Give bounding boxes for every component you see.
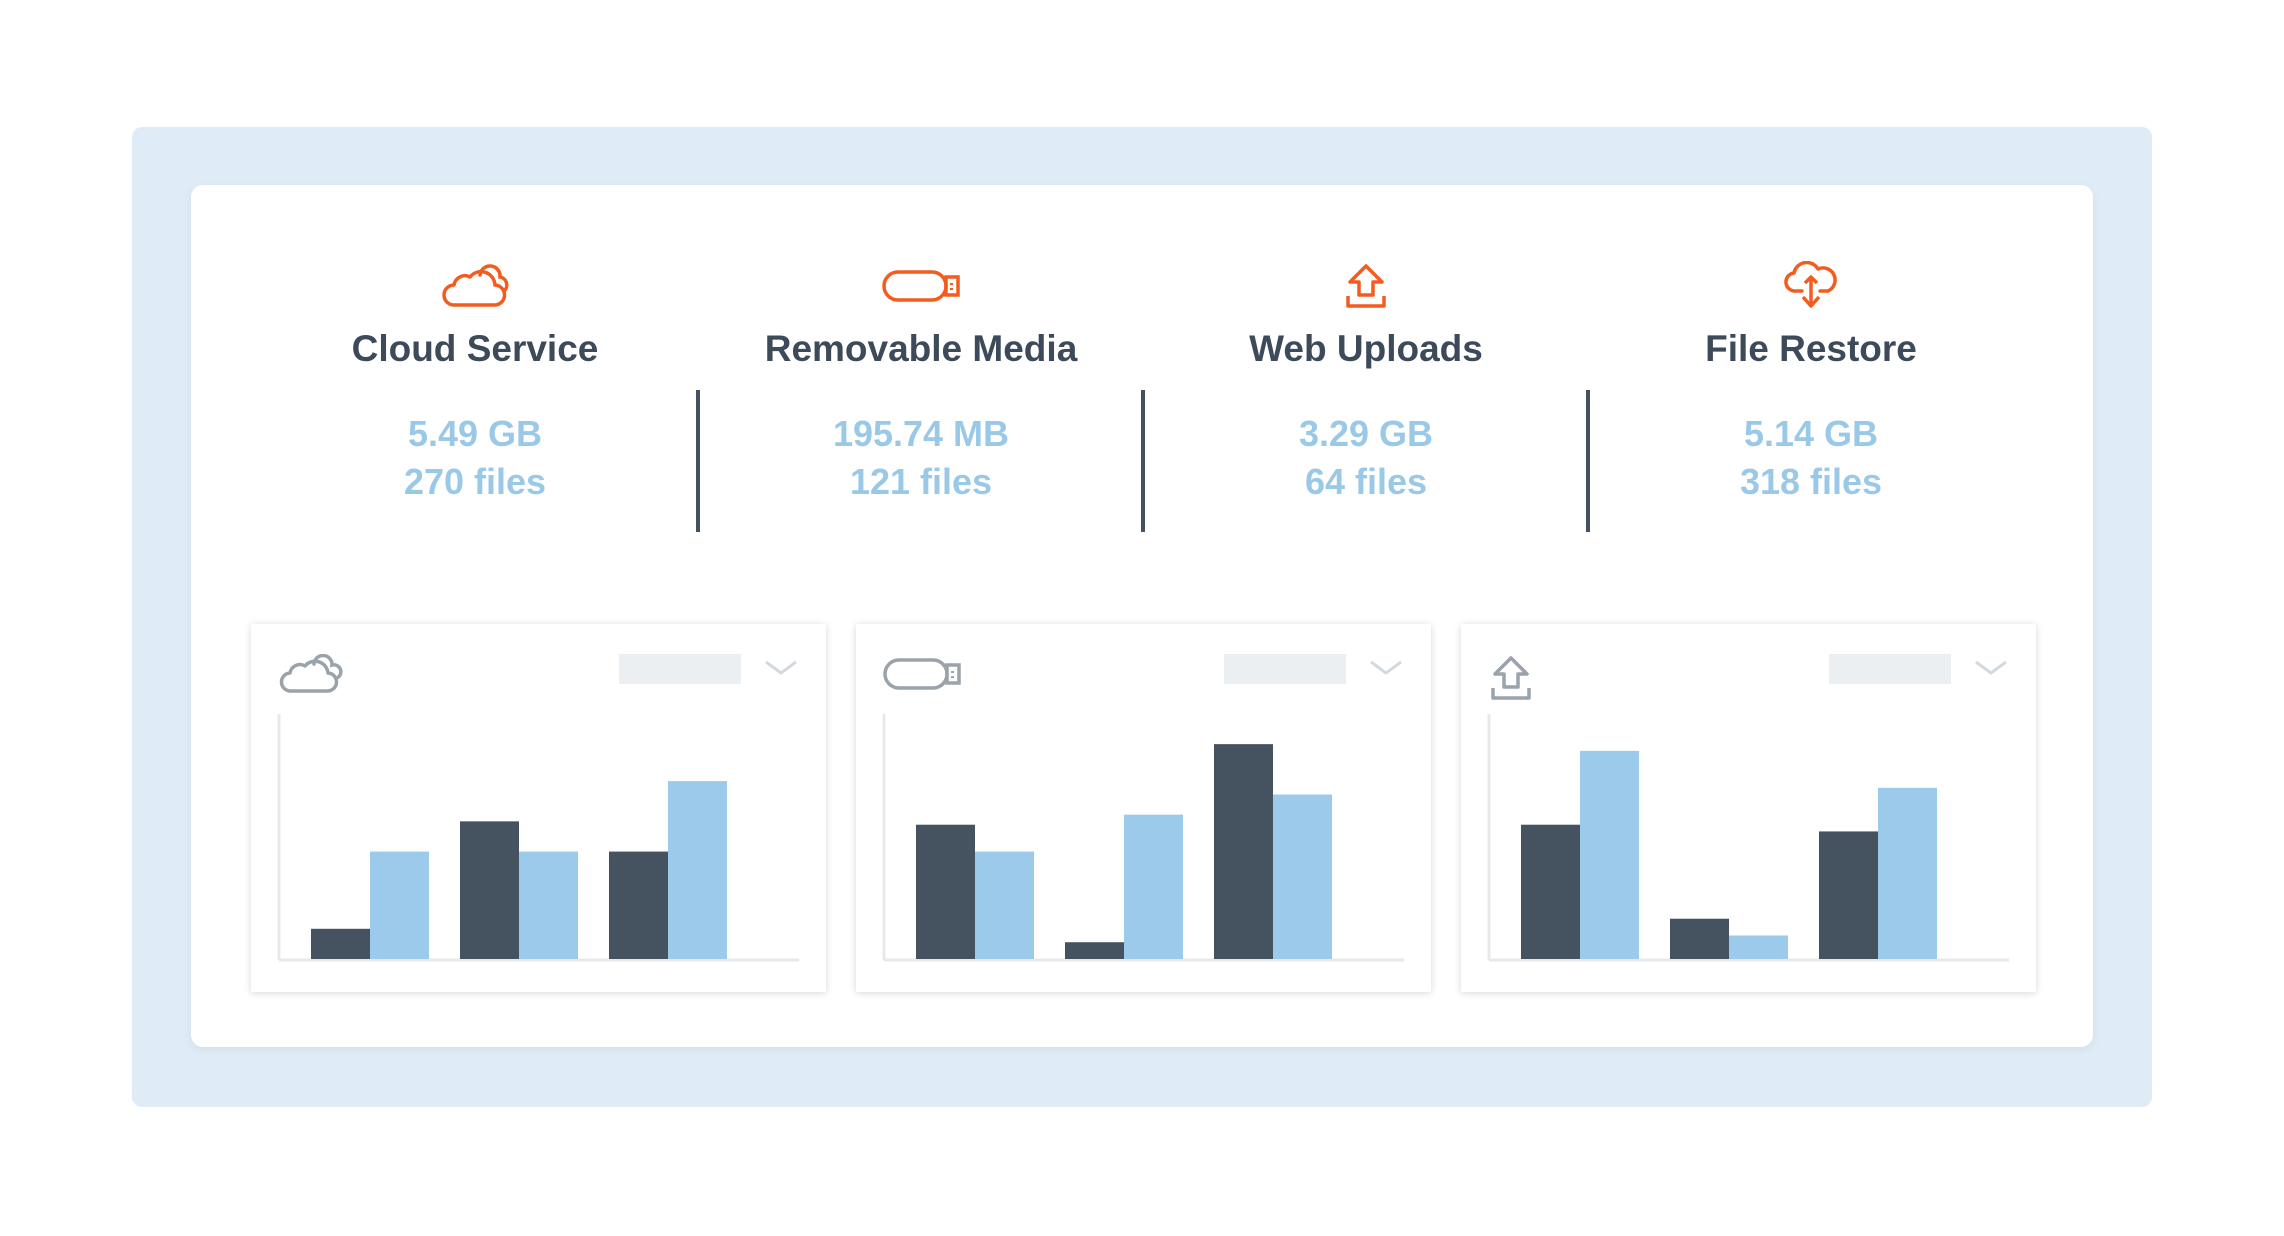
bar-light-2 (668, 781, 727, 959)
bar-light-1 (1124, 814, 1183, 959)
bar-light-0 (975, 851, 1034, 959)
cloud-icon (277, 653, 347, 699)
stat-divider (1141, 390, 1145, 532)
stat-removable-media: Removable Media 195.74 MB 121 files (701, 262, 1141, 506)
bar-light-1 (519, 851, 578, 959)
stat-cloud-service: Cloud Service 5.49 GB 270 files (255, 262, 695, 506)
bar-light-2 (1273, 794, 1332, 959)
stat-title: Web Uploads (1249, 328, 1483, 369)
stat-file-restore: File Restore 5.14 GB 318 files (1591, 261, 2031, 506)
bar-dark-0 (916, 824, 975, 959)
stat-files: 121 files (849, 461, 993, 502)
bar-chart (1487, 714, 2009, 962)
stat-divider (696, 390, 700, 532)
bar-dark-0 (311, 928, 370, 959)
bar-dark-1 (1670, 918, 1729, 959)
chart-panel-removable (856, 624, 1431, 992)
stat-title: File Restore (1705, 328, 1917, 369)
chart-panel-uploads (1461, 624, 2036, 992)
upload-icon (1146, 262, 1586, 310)
cloud-icon (255, 262, 695, 310)
usb-drive-icon (882, 654, 962, 699)
stat-size: 3.29 GB (1298, 413, 1434, 454)
period-select[interactable] (619, 654, 741, 684)
bar-dark-2 (609, 851, 668, 959)
bar-dark-1 (460, 821, 519, 959)
bar-light-2 (1878, 787, 1937, 959)
stat-files: 64 files (1304, 461, 1428, 502)
bar-dark-1 (1065, 942, 1124, 959)
chevron-down-icon[interactable] (1368, 658, 1404, 683)
bar-dark-0 (1521, 824, 1580, 959)
stat-web-uploads: Web Uploads 3.29 GB 64 files (1146, 262, 1586, 506)
period-select[interactable] (1224, 654, 1346, 684)
stat-files: 318 files (1739, 461, 1883, 502)
chevron-down-icon[interactable] (1973, 658, 2009, 683)
stat-divider (1586, 390, 1590, 532)
stat-size: 5.14 GB (1743, 413, 1879, 454)
stat-files: 270 files (403, 461, 547, 502)
chart-panel-cloud (251, 624, 826, 992)
period-select[interactable] (1829, 654, 1951, 684)
chevron-down-icon[interactable] (763, 658, 799, 683)
usb-drive-icon (701, 262, 1141, 310)
upload-icon (1487, 654, 1535, 707)
bar-dark-2 (1819, 831, 1878, 959)
stat-size: 195.74 MB (832, 413, 1010, 454)
stat-title: Cloud Service (351, 328, 599, 369)
stat-title: Removable Media (764, 328, 1078, 369)
bar-light-0 (370, 851, 429, 959)
stat-size: 5.49 GB (407, 413, 543, 454)
bar-light-0 (1580, 750, 1639, 959)
bar-chart (882, 714, 1404, 962)
bar-light-1 (1729, 935, 1788, 959)
bar-chart (277, 714, 799, 962)
cloud-restore-icon (1591, 261, 2031, 310)
bar-dark-2 (1214, 744, 1273, 959)
